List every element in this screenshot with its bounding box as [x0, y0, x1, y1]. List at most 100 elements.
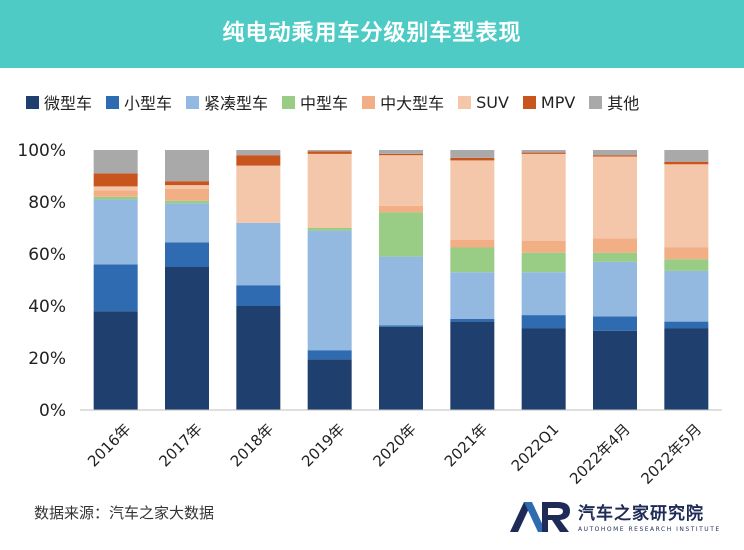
- bar-segment: [450, 319, 495, 322]
- chart-title: 纯电动乘用车分级别车型表现: [222, 21, 522, 46]
- bar-segment: [165, 181, 209, 186]
- bar-segment: [521, 152, 566, 154]
- x-tick-label: 2022年4月: [566, 420, 634, 488]
- bar-segment: [307, 228, 352, 231]
- legend-label: MPV: [540, 92, 576, 112]
- legend-label: 其他: [607, 94, 640, 113]
- bar-segment: [521, 150, 566, 153]
- legend-label: 微型车: [44, 94, 93, 113]
- bar-segment: [593, 316, 637, 331]
- bar-segment: [664, 270, 709, 322]
- legend-label: 紧凑型车: [204, 94, 269, 113]
- legend-item-mpv: MPV: [522, 92, 576, 112]
- bar-segment: [593, 252, 637, 262]
- legend-item-large: 中大型车: [362, 90, 444, 114]
- ar-logo-icon: [510, 502, 570, 532]
- bar-segment: [93, 190, 138, 197]
- bar-segment: [664, 259, 709, 271]
- x-tick-label: 2022年5月: [637, 420, 705, 488]
- legend-label: 中大型车: [380, 94, 445, 113]
- legend-swatch: [458, 95, 472, 109]
- x-tick-label: 2018年: [227, 420, 277, 470]
- legend-swatch: [282, 95, 296, 109]
- x-tick-label: 2017年: [155, 420, 205, 470]
- y-tick-label: 80%: [28, 193, 66, 213]
- bar-segment: [307, 153, 352, 228]
- legend-item-small: 小型车: [106, 90, 172, 114]
- bar-segment: [593, 155, 637, 157]
- legend-item-micro: 微型车: [26, 90, 92, 114]
- bar-segment: [379, 150, 423, 154]
- bar-segment: [236, 150, 281, 156]
- legend-swatch: [522, 95, 536, 109]
- legend-item-suv: SUV: [458, 93, 509, 112]
- bar-segment: [165, 185, 209, 189]
- legend-swatch: [186, 95, 200, 109]
- bar-segment: [93, 186, 138, 191]
- bar-segment: [593, 238, 637, 253]
- bar-segment: [379, 153, 423, 156]
- bar-segment: [521, 252, 566, 273]
- bar-segment: [93, 199, 138, 265]
- x-tick-label: 2020年: [369, 420, 419, 470]
- legend-label: 小型车: [124, 94, 173, 113]
- stacked-bar-chart: 0% 20% 40% 60% 80% 100% 2016年 2017年 2018年 2019年 20…: [17, 141, 722, 488]
- bar-segment: [664, 161, 709, 165]
- bar-segment: [379, 325, 423, 327]
- bar-segment: [664, 150, 709, 162]
- bar-segment: [93, 150, 138, 174]
- bar-segment: [379, 326, 423, 410]
- bar-segment: [236, 165, 281, 223]
- bar-segment: [307, 230, 352, 351]
- legend-label: 中型车: [300, 94, 349, 113]
- bar-segment: [593, 156, 637, 239]
- bar-segment: [379, 212, 423, 257]
- bar-segment: [379, 155, 423, 206]
- x-tick-label: 2021年: [441, 420, 491, 470]
- bar-segment: [307, 350, 352, 360]
- y-tick-label: 0%: [39, 401, 66, 421]
- bar-segment: [307, 151, 352, 154]
- bar-segment: [165, 242, 209, 267]
- legend-swatch: [106, 95, 120, 109]
- legend-swatch: [589, 95, 603, 109]
- bar-segment: [450, 157, 495, 161]
- chart-legend: 微型车 小型车 紧凑型车 中型车 中大型车 SUV MPV 其他: [26, 90, 653, 114]
- y-tick-label: 40%: [28, 297, 66, 317]
- legend-swatch: [26, 95, 39, 109]
- x-tick-label: 2019年: [298, 420, 348, 470]
- bar-segment: [593, 150, 637, 156]
- bar-segment: [93, 311, 138, 410]
- bar-segment: [521, 153, 566, 241]
- bar-segment: [521, 315, 566, 329]
- bar-segment: [236, 155, 281, 166]
- bar-segment: [450, 272, 495, 319]
- bar-segment: [93, 173, 138, 187]
- bar-segment: [450, 247, 495, 273]
- y-tick-label: 60%: [28, 245, 66, 265]
- bar-segment: [521, 241, 566, 253]
- legend-item-midsize: 中型车: [282, 90, 348, 114]
- chart-header: 纯电动乘用车分级别车型表现: [0, 0, 744, 68]
- bar-segment: [165, 200, 209, 204]
- legend-item-other: 其他: [589, 90, 639, 114]
- legend-item-compact: 紧凑型车: [186, 90, 268, 114]
- legend-swatch: [362, 95, 376, 109]
- legend-label: SUV: [476, 92, 509, 112]
- bar-segment: [379, 256, 423, 326]
- bar-segment: [165, 267, 209, 410]
- bar-segment: [664, 321, 709, 329]
- bar-segment: [379, 205, 423, 213]
- bar-segment: [236, 285, 281, 306]
- x-tick-label: 2022Q1: [508, 420, 563, 475]
- bar-segment: [236, 306, 281, 410]
- bar-segment: [664, 247, 709, 260]
- x-tick-label: 2016年: [84, 420, 134, 470]
- y-tick-label: 20%: [28, 349, 66, 369]
- bar-segment: [664, 164, 709, 248]
- bar-segment: [664, 328, 709, 410]
- bar-segment: [450, 150, 495, 158]
- bar-segment: [93, 264, 138, 312]
- brand-name-en: AUTOHOME RESEARCH INSTITUTE: [578, 526, 721, 533]
- y-tick-label: 100%: [17, 141, 66, 161]
